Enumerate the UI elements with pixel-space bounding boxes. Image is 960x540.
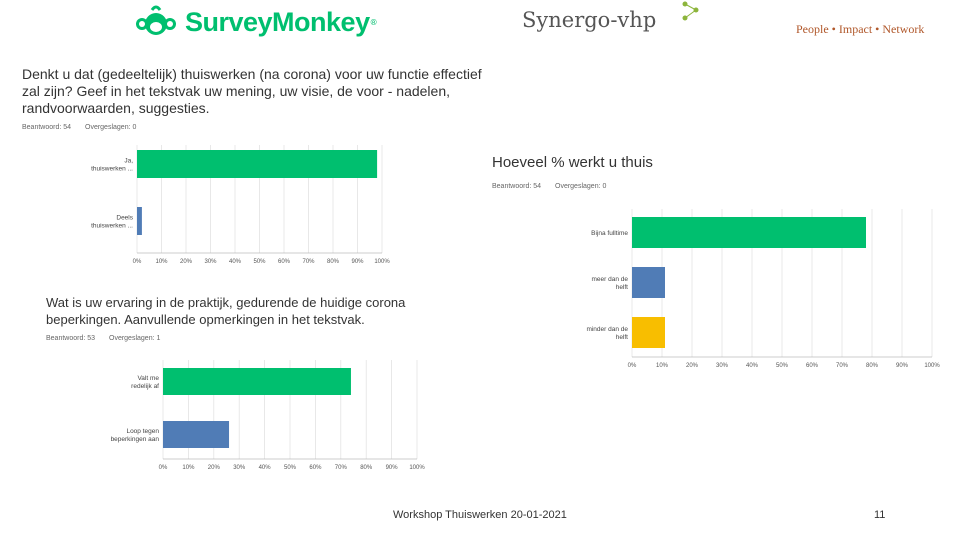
question-2-meta: Beantwoord: 54 Overgeslagen: 0 <box>492 183 618 190</box>
x-tick-label: 100% <box>374 259 390 265</box>
x-tick-label: 0% <box>628 363 637 369</box>
x-tick-label: 50% <box>284 465 297 471</box>
answered-count: Beantwoord: 54 <box>492 183 542 190</box>
category-label: beperkingen aan <box>111 436 160 443</box>
bar <box>137 207 142 235</box>
question-1-title-line: zal zijn? Geef in het tekstvak uw mening… <box>22 83 450 99</box>
x-tick-label: 50% <box>253 259 266 265</box>
x-tick-label: 40% <box>259 465 272 471</box>
footer-text: Workshop Thuiswerken 20-01-2021 <box>393 509 567 521</box>
category-label: thuiswerken ... <box>91 223 133 230</box>
x-tick-label: 60% <box>309 465 322 471</box>
synergo-suffix: -vhp <box>610 8 657 32</box>
question-3-title: Wat is uw ervaring in de praktijk, gedur… <box>46 294 446 328</box>
tagline: People • Impact • Network <box>796 22 925 36</box>
x-tick-label: 60% <box>806 363 819 369</box>
x-tick-label: 90% <box>896 363 909 369</box>
chart-1: 0% 10% 20% 30% 40% 50% 60% 70% 80% 90% 100%Ja,thui… <box>91 145 390 265</box>
question-2-title-line: Hoeveel % werkt u thuis <box>492 154 653 171</box>
x-tick-label: 100% <box>924 363 940 369</box>
x-tick-label: 100% <box>409 465 425 471</box>
page-number: 11 <box>874 509 886 521</box>
x-tick-label: 80% <box>360 465 373 471</box>
network-nodes-icon <box>682 1 699 21</box>
question-1-title-line: Denkt u dat (gedeeltelijk) thuiswerken (… <box>22 66 482 82</box>
surveymonkey-wordmark: SurveyMonkey <box>185 6 370 37</box>
skipped-count: Overgeslagen: 0 <box>85 124 137 131</box>
question-1-title-line: randvoorwaarden, suggesties. <box>22 100 210 116</box>
answered-count: Beantwoord: 53 <box>46 335 96 342</box>
x-tick-label: 0% <box>159 465 168 471</box>
skipped-count: Overgeslagen: 0 <box>555 183 607 190</box>
question-3-title-line: beperkingen. Aanvullende opmerkingen in … <box>46 312 365 327</box>
x-tick-label: 40% <box>229 259 242 265</box>
x-tick-label: 30% <box>716 363 729 369</box>
x-tick-label: 80% <box>327 259 340 265</box>
category-label: helft <box>616 284 628 291</box>
x-tick-label: 30% <box>204 259 217 265</box>
category-label: Valt me <box>137 375 159 382</box>
x-tick-label: 0% <box>133 259 142 265</box>
bar <box>137 150 378 178</box>
question-3-title-line: Wat is uw ervaring in de praktijk, gedur… <box>46 295 406 310</box>
x-tick-label: 90% <box>386 465 399 471</box>
category-label: minder dan de <box>586 326 628 333</box>
synergo-logo: Synergo-vhp <box>522 1 699 32</box>
category-label: redelijk af <box>131 383 159 390</box>
category-label: Bijna fulltime <box>591 230 628 237</box>
category-label: helft <box>616 334 628 341</box>
skipped-count: Overgeslagen: 1 <box>109 335 161 342</box>
x-tick-label: 50% <box>776 363 789 369</box>
x-tick-label: 20% <box>686 363 699 369</box>
bar <box>163 421 230 448</box>
x-tick-label: 70% <box>302 259 315 265</box>
chart-3: 0% 10% 20% 30% 40% 50% 60% 70% 80% 90% 100% Valt me… <box>111 360 425 471</box>
category-label: Loop tegen <box>126 428 159 435</box>
bar <box>632 317 665 348</box>
x-tick-label: 10% <box>656 363 669 369</box>
x-tick-label: 60% <box>278 259 291 265</box>
x-tick-label: 90% <box>351 259 364 265</box>
x-tick-label: 70% <box>335 465 348 471</box>
question-1-meta: Beantwoord: 54 Overgeslagen: 0 <box>22 124 148 131</box>
x-tick-label: 20% <box>208 465 221 471</box>
x-tick-label: 30% <box>233 465 246 471</box>
chart-2: 0% 10% 20% 30% 40% 50% 60% 70% 80% 90% 100% Bijna f… <box>586 209 940 369</box>
registered-mark: ® <box>369 17 378 27</box>
answered-count: Beantwoord: 54 <box>22 124 72 131</box>
surveymonkey-logo: SurveyMonkey ® <box>133 2 378 42</box>
question-3-meta: Beantwoord: 53 Overgeslagen: 1 <box>46 335 172 342</box>
category-label: Deels <box>116 215 133 222</box>
question-2-title: Hoeveel % werkt u thuis <box>492 154 653 171</box>
x-tick-label: 20% <box>180 259 193 265</box>
bar <box>632 267 665 298</box>
question-1-title: Denkt u dat (gedeeltelijk) thuiswerken (… <box>22 66 492 117</box>
x-tick-label: 10% <box>155 259 168 265</box>
x-tick-label: 70% <box>836 363 849 369</box>
monkey-icon <box>136 5 176 35</box>
category-label: meer dan de <box>592 276 629 283</box>
category-label: Ja, <box>124 158 133 165</box>
synergo-wordmark: Synergo <box>522 8 611 32</box>
x-tick-label: 40% <box>746 363 759 369</box>
x-tick-label: 10% <box>182 465 195 471</box>
category-label: thuiswerken ... <box>91 166 133 173</box>
bar <box>632 217 866 248</box>
bar <box>163 368 351 395</box>
x-tick-label: 80% <box>866 363 879 369</box>
